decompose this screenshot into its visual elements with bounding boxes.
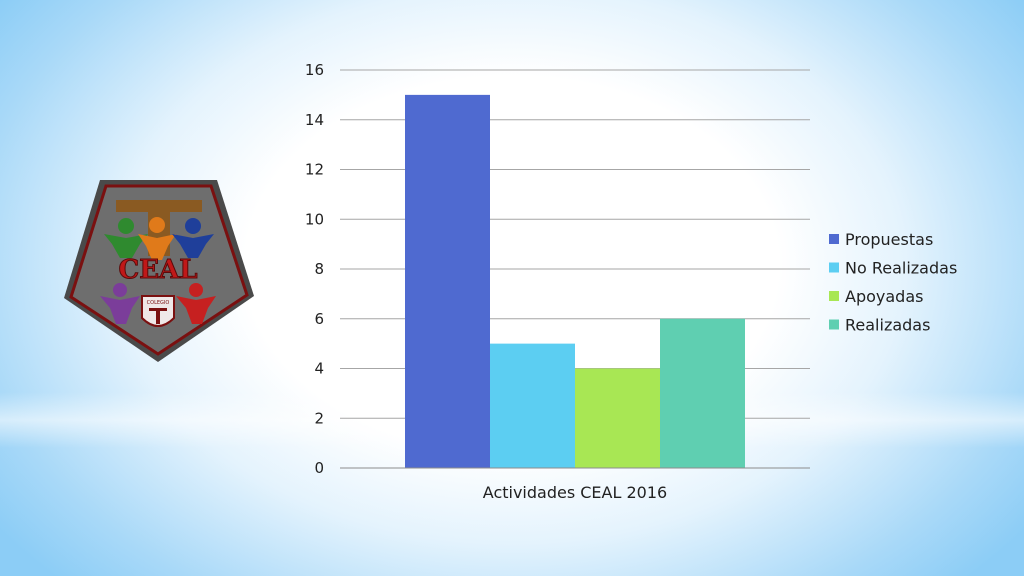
legend-label: Realizadas bbox=[845, 316, 930, 335]
y-tick-label: 8 bbox=[314, 260, 324, 278]
logo-small-text: COLEGIO bbox=[147, 300, 170, 306]
bar-apoyadas bbox=[575, 368, 660, 468]
y-axis-ticks: 0 2 4 6 8 10 12 14 16 bbox=[305, 61, 324, 477]
bars bbox=[405, 94, 745, 468]
y-tick-label: 12 bbox=[305, 161, 324, 179]
legend-label: No Realizadas bbox=[845, 259, 957, 278]
y-tick-label: 10 bbox=[305, 210, 324, 228]
legend-swatch bbox=[829, 291, 839, 301]
y-tick-label: 2 bbox=[314, 409, 324, 427]
bar-propuestas bbox=[405, 94, 490, 468]
y-tick-label: 0 bbox=[314, 459, 324, 477]
y-tick-label: 4 bbox=[314, 360, 324, 378]
x-category-label: Actividades CEAL 2016 bbox=[483, 483, 667, 502]
legend-label: Propuestas bbox=[845, 230, 933, 249]
bar-no-realizadas bbox=[490, 343, 575, 468]
legend-swatch bbox=[829, 234, 839, 244]
y-tick-label: 14 bbox=[305, 111, 324, 129]
legend-label: Apoyadas bbox=[845, 287, 923, 306]
logo-text: CEAL bbox=[119, 255, 198, 285]
legend: Propuestas No Realizadas Apoyadas Realizada… bbox=[829, 230, 957, 335]
bar-realizadas bbox=[660, 318, 745, 468]
y-tick-label: 6 bbox=[314, 310, 324, 328]
ceal-logo: CEAL COLEGIO bbox=[64, 180, 254, 362]
legend-swatch bbox=[829, 262, 839, 273]
legend-swatch bbox=[829, 319, 839, 330]
y-tick-label: 16 bbox=[305, 61, 324, 79]
